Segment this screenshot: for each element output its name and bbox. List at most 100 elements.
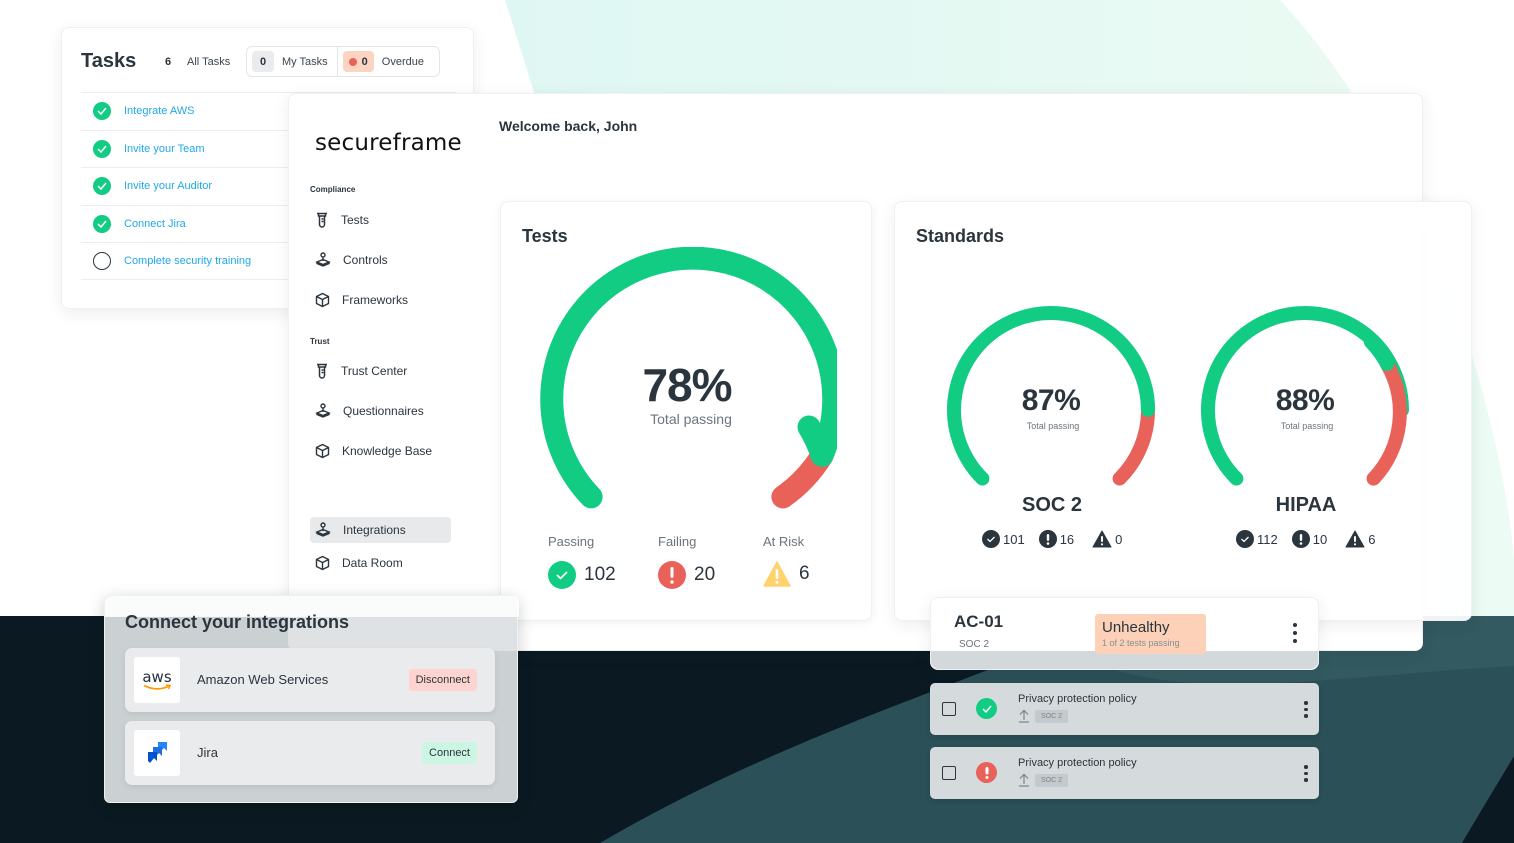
sidebar-item-label: Knowledge Base	[342, 444, 433, 458]
integration-item-jira: Jira Connect	[125, 721, 495, 785]
control-id: AC-01	[954, 612, 1004, 631]
row-checkbox[interactable]	[942, 702, 956, 716]
overdue-filter[interactable]: 0 Overdue	[336, 47, 433, 76]
hipaa-subtitle: Total passing	[1280, 421, 1334, 431]
check-circle-icon	[976, 698, 997, 719]
sidebar-item-questionnaires[interactable]: Questionnaires	[310, 398, 451, 424]
soc2-at-risk: 0	[1115, 531, 1123, 547]
warning-triangle-icon	[763, 561, 791, 587]
test-list-item[interactable]: Privacy protection policy SOC 2	[930, 747, 1319, 799]
warning-triangle-icon	[1092, 530, 1112, 548]
sidebar-item-controls[interactable]: Controls	[310, 247, 451, 273]
welcome-heading: Welcome back, John	[499, 118, 638, 134]
sidebar-item-knowledge-base[interactable]: Knowledge Base	[310, 438, 451, 464]
more-options-icon[interactable]	[1293, 623, 1297, 643]
integration-item-aws: aws Amazon Web Services Disconnect	[125, 648, 495, 712]
check-circle-icon[interactable]	[93, 214, 111, 233]
jira-logo	[134, 730, 180, 776]
sidebar-item-label: Integrations	[343, 523, 406, 537]
soc2-percent: 87%	[1021, 384, 1081, 417]
alert-circle-icon	[1038, 530, 1057, 548]
tests-panel[interactable]: Tests 78% Total passing Passing 102 Fail…	[500, 201, 872, 621]
upload-icon[interactable]	[1018, 773, 1030, 787]
all-tasks-count[interactable]: 6	[165, 56, 172, 68]
cube-icon	[315, 555, 330, 571]
sidebar-item-integrations[interactable]: Integrations	[310, 517, 451, 543]
sidebar-item-trust-center[interactable]: Trust Center	[310, 358, 451, 384]
empty-circle-icon[interactable]	[93, 251, 111, 270]
sidebar-item-label: Tests	[341, 213, 370, 227]
task-link[interactable]: Invite your Auditor	[124, 180, 213, 193]
check-circle-icon[interactable]	[93, 102, 111, 121]
soc2-stats: 101 16 0	[982, 530, 1136, 548]
joystick-icon	[315, 252, 331, 267]
sidebar-item-label: Frameworks	[342, 293, 409, 307]
hipaa-percent: 88%	[1275, 384, 1335, 417]
check-circle-icon	[1236, 530, 1254, 548]
check-circle-icon[interactable]	[93, 177, 111, 196]
secureframe-logo[interactable]: secureframe	[315, 130, 462, 156]
all-tasks-filter[interactable]: All Tasks	[187, 56, 231, 68]
tests-percent: 78%	[642, 359, 732, 411]
task-link[interactable]: Complete security training	[124, 254, 252, 267]
task-link[interactable]: Integrate AWS	[124, 105, 195, 118]
failing-label: Failing	[658, 534, 697, 549]
my-tasks-filter[interactable]: 0 My Tasks	[247, 47, 337, 76]
joystick-icon	[315, 522, 331, 537]
overdue-label: Overdue	[381, 55, 424, 68]
row-checkbox[interactable]	[942, 766, 956, 780]
failing-stat: Failing 20	[658, 534, 715, 589]
sidebar-item-tests[interactable]: Tests	[310, 207, 451, 233]
hipaa-stats: 112 10 6	[1236, 530, 1389, 548]
card-top-strip	[105, 596, 519, 617]
sidebar-item-data-room[interactable]: Data Room	[310, 550, 451, 576]
alert-circle-icon	[1291, 530, 1310, 548]
tests-gauge-chart	[540, 247, 837, 509]
check-circle-icon	[548, 561, 576, 589]
my-tasks-label: My Tasks	[282, 55, 328, 68]
overdue-pill: 0	[342, 51, 374, 72]
control-card[interactable]: AC-01 SOC 2 Unhealthy 1 of 2 tests passi…	[930, 597, 1319, 670]
check-circle-icon	[982, 530, 1000, 548]
test-tube-icon	[317, 212, 327, 228]
test-name[interactable]: Privacy protection policy	[1018, 693, 1137, 705]
tests-panel-title: Tests	[522, 226, 568, 246]
passing-label: Passing	[548, 534, 595, 549]
sidebar-item-label: Questionnaires	[343, 404, 424, 418]
framework-tag: SOC 2	[1035, 710, 1069, 723]
more-options-icon[interactable]	[1304, 765, 1308, 782]
task-link[interactable]: Invite your Team	[124, 142, 205, 155]
tests-subtitle: Total passing	[650, 411, 732, 427]
hipaa-passing: 112	[1257, 531, 1278, 547]
hipaa-name: HIPAA	[1275, 494, 1337, 516]
task-list: Integrate AWS Invite your Team Invite yo…	[81, 92, 456, 280]
check-circle-icon[interactable]	[93, 139, 111, 158]
framework-tag: SOC 2	[1035, 774, 1069, 787]
task-item[interactable]: Connect Jira	[81, 204, 456, 243]
aws-smile-icon	[143, 683, 172, 690]
sidebar-section-trust: Trust	[310, 337, 330, 346]
connect-button[interactable]: Connect	[422, 742, 477, 764]
upload-icon[interactable]	[1018, 709, 1030, 723]
alert-circle-icon	[976, 762, 997, 783]
soc2-passing: 101	[1003, 531, 1025, 547]
more-options-icon[interactable]	[1304, 701, 1308, 718]
sidebar-item-frameworks[interactable]: Frameworks	[310, 287, 451, 313]
aws-logo: aws	[134, 657, 180, 703]
jira-icon	[148, 742, 167, 763]
task-link[interactable]: Connect Jira	[124, 217, 186, 230]
at-risk-label: At Risk	[763, 534, 805, 549]
integration-name: Jira	[197, 745, 218, 760]
sidebar-section-compliance: Compliance	[310, 185, 356, 194]
task-item[interactable]: Invite your Auditor	[81, 167, 456, 205]
integrations-card: Connect your integrations aws Amazon Web…	[104, 595, 519, 803]
test-name[interactable]: Privacy protection policy	[1018, 757, 1137, 769]
task-item[interactable]: Complete security training	[81, 242, 456, 280]
task-filter-group: 0 My Tasks 0 Overdue	[246, 46, 440, 77]
disconnect-button[interactable]: Disconnect	[408, 669, 477, 691]
task-item[interactable]: Invite your Team	[81, 129, 456, 168]
test-list-item[interactable]: Privacy protection policy SOC 2	[930, 683, 1319, 735]
standards-panel-title: Standards	[916, 226, 1005, 246]
task-item[interactable]: Integrate AWS	[81, 92, 456, 130]
my-tasks-count: 0	[252, 51, 274, 72]
